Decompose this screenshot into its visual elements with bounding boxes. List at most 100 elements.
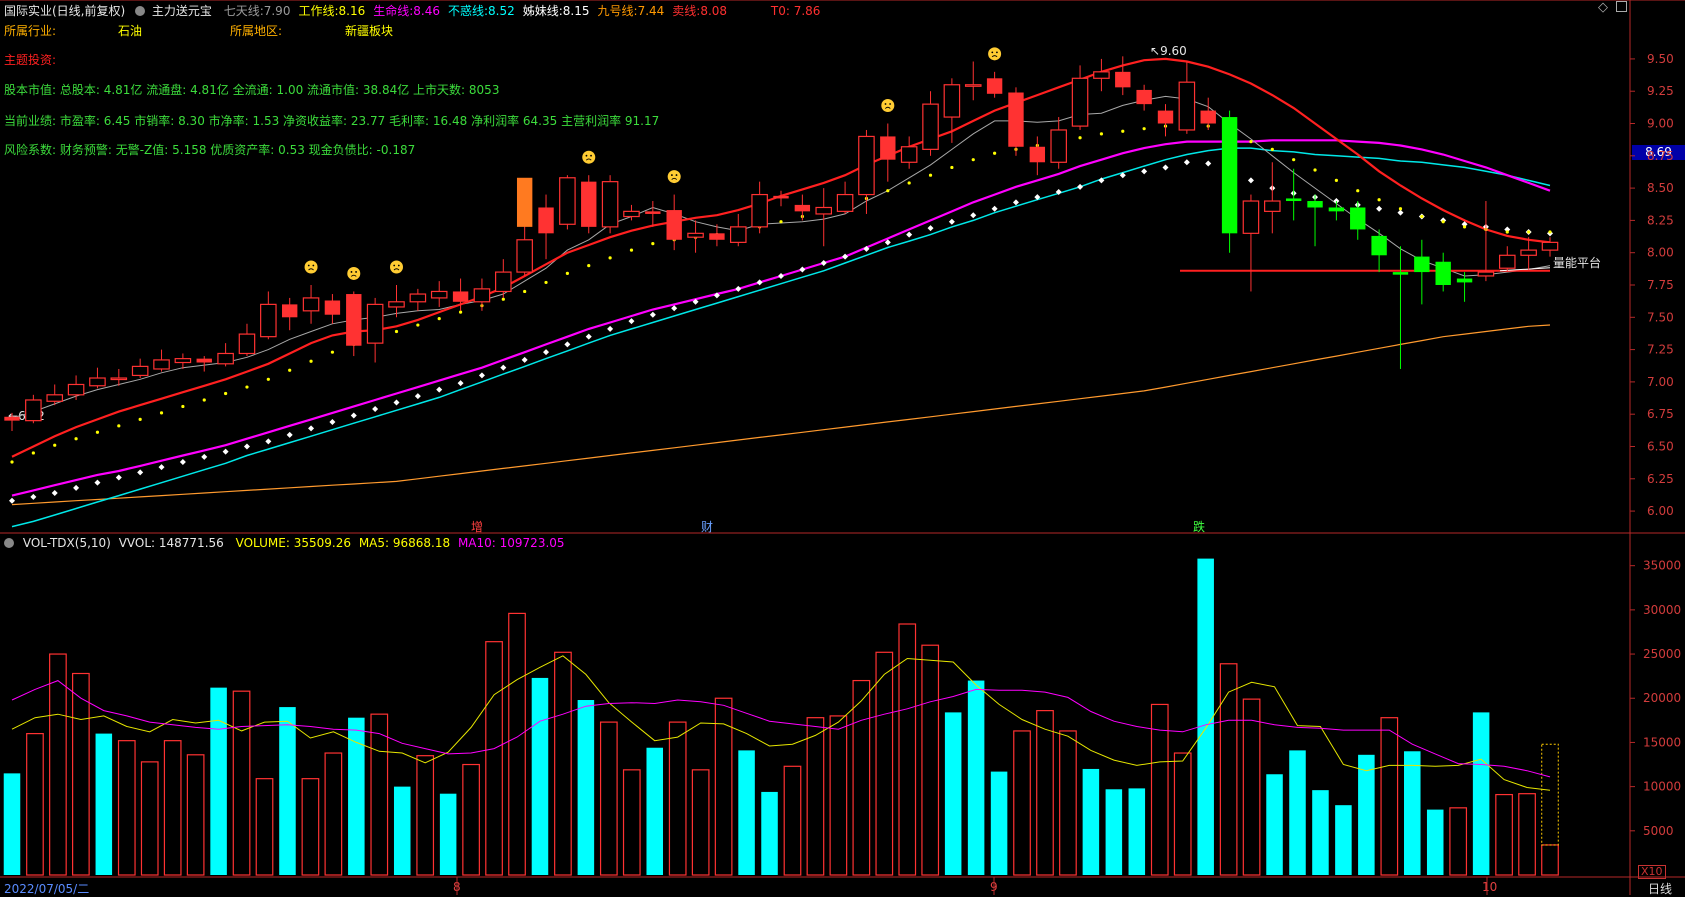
sister-dot — [778, 272, 784, 279]
price-tick-label: 6.25 — [1647, 472, 1674, 486]
work-dot — [523, 289, 527, 294]
volume-bar — [829, 715, 848, 876]
volume-bar — [1449, 807, 1468, 876]
face — [988, 47, 1002, 61]
sister-dot — [884, 239, 891, 246]
volume-tick-label: 10000 — [1643, 780, 1681, 794]
price-tick-label: 7.25 — [1647, 343, 1674, 357]
sister-dot — [329, 418, 336, 425]
candle — [1414, 239, 1430, 305]
restore-icon[interactable] — [1616, 1, 1628, 12]
candle-body — [346, 294, 362, 346]
volume-bar — [1059, 730, 1077, 876]
price-tick-label: 9.25 — [1647, 84, 1674, 98]
candle — [687, 220, 704, 253]
volume-tick-label: 5000 — [1643, 824, 1674, 838]
volume-bar — [531, 677, 549, 875]
work-dot — [1527, 230, 1531, 234]
candle — [388, 285, 405, 318]
candle-body — [495, 271, 512, 293]
work-dot — [993, 151, 997, 155]
sister-dot — [991, 205, 998, 212]
candle — [1477, 201, 1495, 282]
candle — [751, 181, 768, 234]
sister-dot — [1504, 226, 1511, 233]
candle-body — [1136, 89, 1152, 105]
candle — [324, 294, 341, 324]
period-tab[interactable]: 日线 — [1648, 882, 1673, 896]
stock-title[interactable]: 国际实业(日线,前复权) — [4, 4, 126, 18]
event-marker-drop[interactable]: 跌 — [1193, 520, 1206, 534]
volume-bar — [577, 700, 595, 875]
volume-bar — [1013, 730, 1031, 876]
candle-body — [430, 290, 448, 299]
header-bar: 国际实业(日线,前复权) 主力送元宝 七天线:7.90 工作线:8.16 生命线:8… — [4, 2, 820, 19]
volume-toggle-icon[interactable] — [4, 538, 14, 548]
work-dot — [651, 242, 655, 246]
legend-label-0: 七天线: — [223, 4, 264, 18]
legend-label-6: 卖线: — [672, 4, 701, 18]
legend-2: 生命线:8.46 — [373, 4, 440, 18]
candle-body — [1520, 249, 1537, 256]
indicator-name[interactable]: 主力送元宝 — [151, 4, 212, 18]
sad-face-icon — [881, 99, 895, 113]
candle — [1498, 246, 1516, 273]
work-dot — [1505, 230, 1509, 234]
candle — [174, 353, 192, 369]
candle-body — [1008, 92, 1024, 147]
sister-dot — [457, 380, 464, 387]
volume-bar — [210, 687, 227, 875]
work-dot — [1249, 140, 1253, 144]
candle — [666, 194, 682, 251]
candle-body — [773, 195, 789, 199]
work-dot — [1548, 230, 1552, 234]
candle-body — [581, 181, 597, 227]
candle-body — [153, 359, 170, 370]
candle — [709, 224, 725, 247]
candle-body — [1285, 198, 1302, 202]
candle-body — [1307, 201, 1323, 208]
volume-bar — [370, 713, 389, 876]
volume-bar — [1358, 754, 1375, 875]
sad-face-icon — [304, 260, 318, 274]
candle-body — [538, 207, 554, 234]
indicator-dropdown-icon[interactable] — [135, 6, 146, 16]
legend-label-2: 生命线: — [373, 4, 414, 18]
event-marker-add[interactable]: 增 — [471, 520, 484, 534]
eye — [397, 264, 400, 267]
eye — [675, 174, 678, 176]
volume-bar — [3, 773, 21, 875]
volume-bar — [990, 771, 1008, 875]
volume-header: VOL-TDX(5,10) VVOL: 148771.56 VOLUME: 35… — [4, 536, 565, 550]
face — [667, 170, 681, 184]
volume-bar — [1242, 698, 1261, 876]
candle-body — [709, 233, 725, 240]
diamond-icon[interactable]: ◇ — [1598, 0, 1608, 15]
sister-dot — [521, 356, 528, 363]
sister-dot — [9, 497, 15, 504]
candle — [260, 291, 277, 340]
volume-bar — [738, 750, 755, 875]
candle-body — [1350, 207, 1366, 230]
work-dot — [330, 350, 335, 354]
sad-face-icon — [347, 266, 361, 280]
zoom-badge[interactable]: X10 — [1638, 865, 1666, 879]
volume-bar — [1312, 790, 1329, 875]
candle-body — [238, 333, 256, 355]
sister-dot — [243, 443, 250, 450]
candle — [1328, 201, 1345, 221]
volume-bar — [646, 747, 664, 875]
candle — [1029, 136, 1046, 176]
eye — [350, 271, 353, 273]
event-marker-finance[interactable]: 财 — [701, 520, 714, 534]
work-dot — [544, 280, 548, 285]
work-dot — [950, 165, 954, 170]
sister-dot — [692, 298, 699, 305]
volume-bar — [95, 733, 113, 875]
region-label: 所属地区: — [230, 24, 283, 38]
sister-dot — [73, 484, 80, 491]
sister-dot — [1162, 164, 1169, 171]
candle — [1350, 201, 1366, 240]
ma5-value: MA5: 96868.18 — [358, 536, 451, 550]
